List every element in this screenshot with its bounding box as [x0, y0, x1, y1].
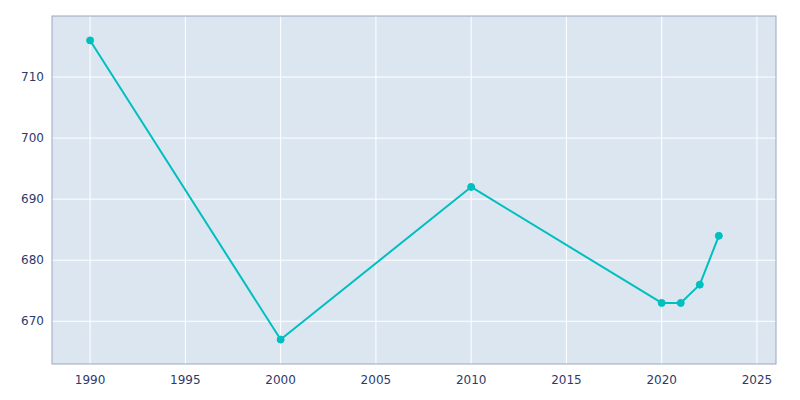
x-grid-line	[280, 16, 281, 364]
y-tick-label: 700	[21, 131, 44, 145]
x-tick-label: 2010	[456, 373, 487, 387]
y-tick-label: 690	[21, 192, 44, 206]
line	[90, 40, 719, 339]
x-grid-line	[90, 16, 91, 364]
plot-frame	[52, 16, 776, 364]
plot-background	[52, 16, 776, 364]
chart-container: 1990 1995 2000 2005 2010 2015 2020 2025 670 680 69…	[0, 0, 800, 400]
chart-svg: 1990 1995 2000 2005 2010 2015 2020 2025 670 680 69…	[0, 0, 800, 400]
y-tick-label: 680	[21, 253, 44, 267]
y-grid-line	[52, 138, 776, 139]
y-tick-label: 670	[21, 314, 44, 328]
x-tick-label: 2015	[551, 373, 582, 387]
x-grid-line	[661, 16, 662, 364]
x-grid-line	[375, 16, 376, 364]
y-tick-label: 710	[21, 70, 44, 84]
series	[87, 37, 723, 343]
x-grid-line	[566, 16, 567, 364]
point	[715, 232, 722, 239]
point	[658, 299, 665, 306]
x-grid-line	[756, 16, 757, 364]
x-tick-label: 1995	[170, 373, 201, 387]
point	[87, 37, 94, 44]
point	[277, 336, 284, 343]
y-grid-line	[52, 321, 776, 322]
x-tick-label: 1990	[75, 373, 106, 387]
y-grid-line	[52, 199, 776, 200]
x-tick-label: 2005	[361, 373, 392, 387]
x-tick-label: 2025	[742, 373, 773, 387]
tick-labels: 1990 1995 2000 2005 2010 2015 2020 2025 670 680 69…	[21, 70, 772, 387]
x-tick-label: 2020	[646, 373, 677, 387]
point	[677, 299, 684, 306]
grid	[52, 16, 776, 364]
point	[696, 281, 703, 288]
y-grid-line	[52, 260, 776, 261]
x-tick-label: 2000	[265, 373, 296, 387]
point	[468, 183, 475, 190]
y-grid-line	[52, 77, 776, 78]
